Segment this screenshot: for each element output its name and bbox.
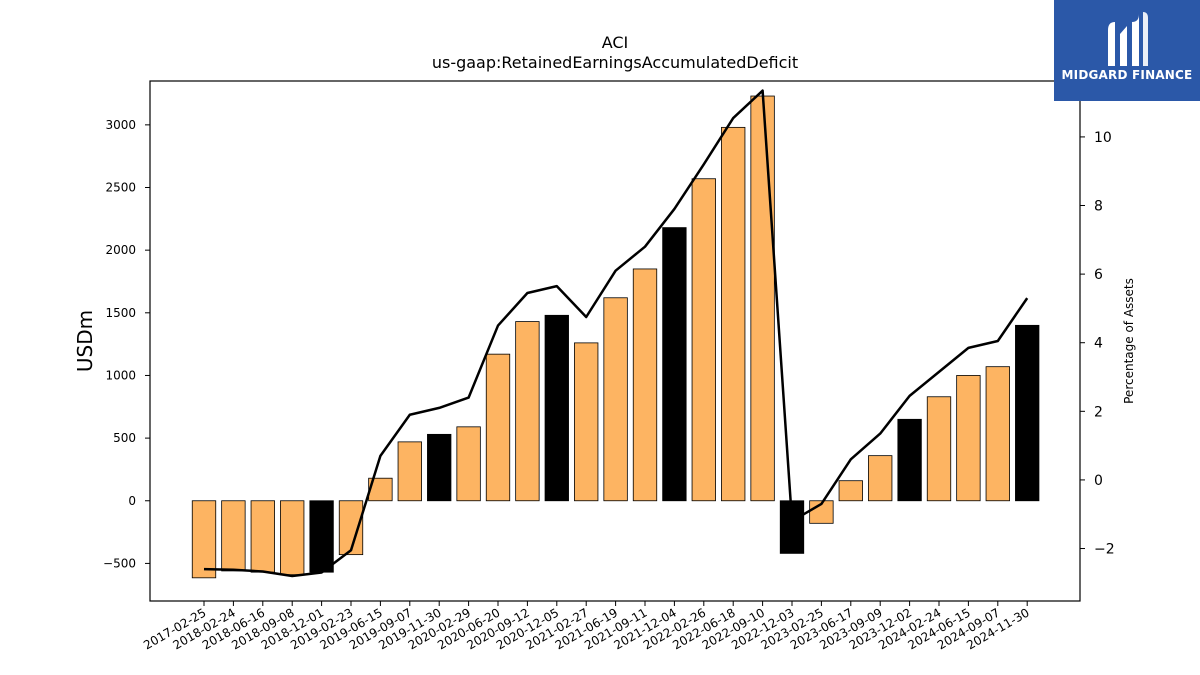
bar-2021-12-04 <box>662 227 687 502</box>
bar-2023-12-02 <box>897 418 922 502</box>
bar-2018-12-01 <box>309 500 334 573</box>
y-axis-label: USDm <box>73 310 97 372</box>
plot-frame <box>149 80 1081 602</box>
y2-tick-label: 2 <box>1094 404 1103 420</box>
y-axis-left: −500 0 500 1000 1500 2000 2500 3000 <box>103 118 150 570</box>
y-tick-label: 0 <box>128 494 136 508</box>
bar-2022-06-18 <box>721 126 746 502</box>
y-tick-label: 2500 <box>105 181 136 195</box>
bar-2023-06-17 <box>838 480 863 502</box>
bar-2021-09-11 <box>632 268 658 502</box>
bar-2024-09-07 <box>985 366 1010 502</box>
bar-2018-06-16 <box>250 500 275 573</box>
y2-tick-label: 8 <box>1094 199 1103 215</box>
y-axis-right: −2 0 2 4 6 8 10 <box>1080 130 1115 558</box>
line-group <box>203 89 1029 578</box>
bar-2021-02-27 <box>574 342 599 502</box>
bar-2018-02-24 <box>221 500 246 572</box>
y-tick-label: −500 <box>103 556 136 570</box>
y2-tick-label: 6 <box>1094 267 1103 283</box>
y-tick-label: 3000 <box>105 118 136 132</box>
bar-2022-09-10 <box>750 95 775 502</box>
y-tick-label: 1000 <box>105 368 136 382</box>
brand-name: MIDGARD FINANCE <box>1061 68 1193 82</box>
bar-2020-06-20 <box>485 353 511 502</box>
y2-tick-label: −2 <box>1094 542 1115 558</box>
bar-2017-02-25 <box>191 500 217 579</box>
bar-2021-06-19 <box>603 297 628 502</box>
chart-subtitle: us-gaap:RetainedEarningsAccumulatedDefic… <box>432 53 798 72</box>
y-tick-label: 2000 <box>105 243 136 257</box>
y2-tick-label: 10 <box>1094 130 1112 146</box>
bar-2019-02-23 <box>338 500 364 556</box>
bar-2022-02-26 <box>691 178 716 502</box>
bar-2020-12-05 <box>544 314 569 502</box>
y-tick-label: 500 <box>113 431 136 445</box>
bars-group <box>191 95 1040 579</box>
bar-2019-09-07 <box>397 441 422 502</box>
bar-2024-02-24 <box>926 396 952 502</box>
pct-assets-line <box>203 89 1029 578</box>
x-axis: 2017-02-252018-02-242018-06-162018-09-08… <box>141 601 1032 652</box>
y2-tick-label: 0 <box>1094 473 1103 489</box>
y2-tick-label: 4 <box>1094 336 1103 352</box>
bar-2020-09-12 <box>515 321 540 502</box>
bar-2020-02-29 <box>456 426 481 502</box>
bar-2023-09-09 <box>868 455 893 502</box>
chart-title: ACI <box>602 33 629 52</box>
brand-logo: MIDGARD FINANCE <box>1054 0 1200 101</box>
bar-2019-11-30 <box>427 433 452 502</box>
bar-2022-12-03 <box>779 500 805 554</box>
midgard-logo-icon <box>1108 12 1148 66</box>
y-tick-label: 1500 <box>105 306 136 320</box>
bar-2024-11-30 <box>1015 324 1040 502</box>
bar-2018-09-08 <box>280 500 305 576</box>
y2-axis-label: Percentage of Assets <box>1122 278 1136 404</box>
bar-2024-06-15 <box>956 375 981 502</box>
